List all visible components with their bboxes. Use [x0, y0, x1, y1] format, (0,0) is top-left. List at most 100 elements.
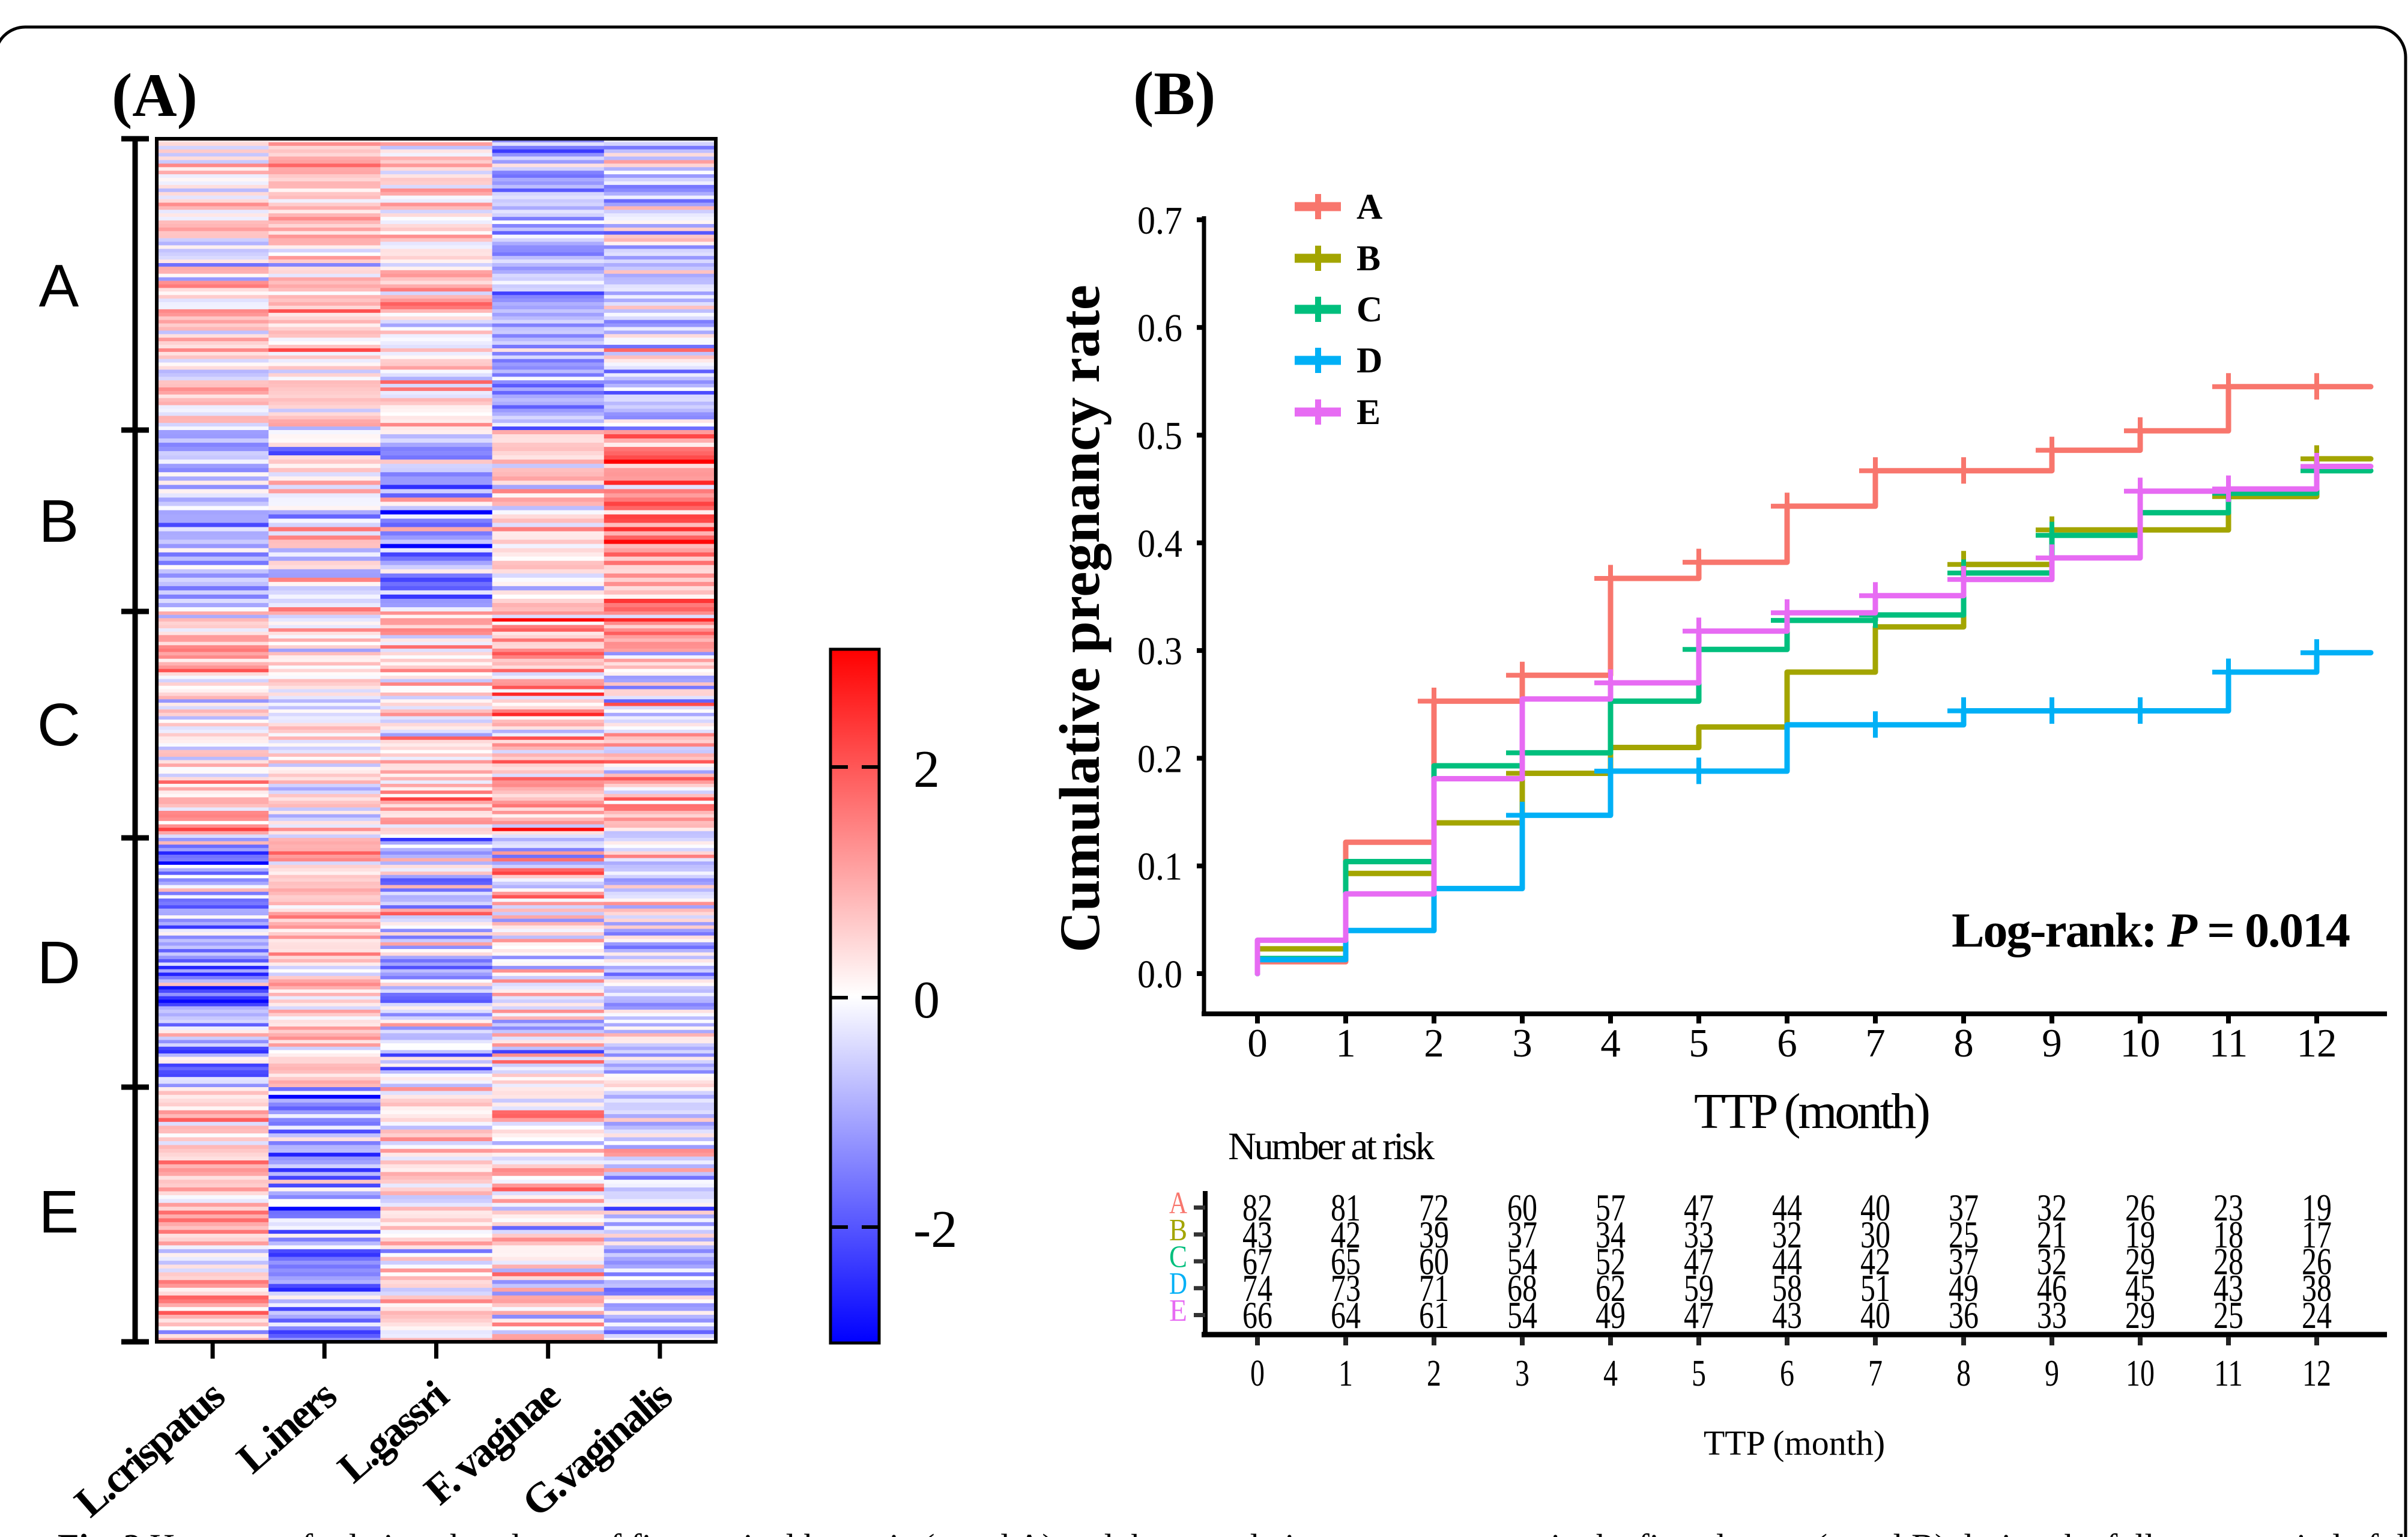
svg-text:Log-rank: P = 0.014: Log-rank: P = 0.014 — [1952, 903, 2350, 957]
svg-text:25: 25 — [2213, 1294, 2243, 1336]
svg-text:0.4: 0.4 — [1137, 522, 1182, 566]
svg-text:0.6: 0.6 — [1137, 306, 1182, 350]
svg-text:B: B — [1357, 238, 1381, 278]
svg-text:64: 64 — [1331, 1294, 1361, 1336]
svg-text:61: 61 — [1419, 1294, 1449, 1336]
svg-text:7: 7 — [1865, 1021, 1886, 1066]
svg-text:10: 10 — [2126, 1353, 2155, 1394]
svg-text:60: 60 — [1419, 1240, 1449, 1283]
svg-text:60: 60 — [1507, 1186, 1537, 1229]
svg-text:TTP (month): TTP (month) — [1694, 1084, 1931, 1139]
svg-text:52: 52 — [1596, 1240, 1626, 1283]
svg-text:2: 2 — [913, 741, 940, 799]
svg-text:6: 6 — [1777, 1021, 1797, 1066]
svg-text:B: B — [39, 488, 79, 555]
svg-text:0.2: 0.2 — [1137, 737, 1182, 781]
svg-text:C: C — [1357, 290, 1382, 329]
svg-text:74: 74 — [1242, 1267, 1272, 1309]
svg-text:49: 49 — [1949, 1267, 1979, 1309]
svg-text:Number at risk: Number at risk — [1228, 1125, 1435, 1168]
svg-text:0: 0 — [1247, 1021, 1268, 1066]
svg-text:49: 49 — [1596, 1294, 1626, 1336]
svg-text:(A): (A) — [112, 61, 198, 130]
svg-text:0.7: 0.7 — [1137, 199, 1182, 243]
svg-text:5: 5 — [1692, 1353, 1706, 1394]
svg-text:57: 57 — [1596, 1186, 1626, 1229]
svg-text:37: 37 — [1949, 1240, 1979, 1283]
svg-text:37: 37 — [1949, 1186, 1979, 1229]
svg-text:54: 54 — [1507, 1240, 1537, 1283]
svg-text:66: 66 — [1242, 1294, 1272, 1336]
svg-text:34: 34 — [1596, 1213, 1626, 1256]
svg-text:71: 71 — [1419, 1267, 1449, 1309]
svg-text:44: 44 — [1772, 1186, 1802, 1229]
svg-text:51: 51 — [1860, 1267, 1890, 1309]
svg-text:9: 9 — [2045, 1353, 2059, 1394]
svg-text:81: 81 — [1331, 1186, 1361, 1229]
svg-text:TTP (month): TTP (month) — [1704, 1423, 1885, 1463]
svg-text:0.3: 0.3 — [1137, 629, 1182, 673]
svg-text:46: 46 — [2037, 1267, 2067, 1309]
svg-text:62: 62 — [1596, 1267, 1626, 1309]
svg-text:33: 33 — [1684, 1213, 1714, 1256]
svg-text:D: D — [1357, 341, 1382, 380]
svg-text:32: 32 — [2037, 1240, 2067, 1283]
svg-text:-2: -2 — [913, 1201, 957, 1259]
svg-text:A: A — [39, 252, 79, 320]
svg-text:40: 40 — [1860, 1294, 1890, 1336]
svg-text:4: 4 — [1600, 1021, 1621, 1066]
svg-text:39: 39 — [1419, 1213, 1449, 1256]
svg-text:11: 11 — [2209, 1021, 2248, 1066]
svg-text:32: 32 — [1772, 1213, 1802, 1256]
svg-text:D: D — [37, 929, 80, 996]
svg-text:28: 28 — [2213, 1240, 2243, 1283]
svg-text:2: 2 — [1427, 1353, 1441, 1394]
svg-text:33: 33 — [2037, 1294, 2067, 1336]
svg-text:Cumulative pregnancy rate: Cumulative pregnancy rate — [1048, 285, 1112, 953]
svg-text:67: 67 — [1242, 1240, 1272, 1283]
svg-text:24: 24 — [2302, 1294, 2332, 1336]
svg-text:72: 72 — [1419, 1186, 1449, 1229]
svg-text:E: E — [1357, 392, 1381, 432]
svg-text:82: 82 — [1242, 1186, 1272, 1229]
svg-text:73: 73 — [1331, 1267, 1361, 1309]
svg-text:E: E — [1169, 1294, 1187, 1328]
svg-text:A: A — [1357, 187, 1382, 226]
svg-text:19: 19 — [2302, 1186, 2332, 1229]
svg-text:32: 32 — [2037, 1186, 2067, 1229]
svg-text:26: 26 — [2125, 1186, 2155, 1229]
svg-text:0: 0 — [913, 971, 940, 1029]
svg-text:0: 0 — [1250, 1353, 1265, 1394]
svg-text:8: 8 — [1956, 1353, 1971, 1394]
svg-text:30: 30 — [1860, 1213, 1890, 1256]
svg-text:47: 47 — [1684, 1186, 1714, 1229]
svg-text:A: A — [1169, 1186, 1187, 1220]
svg-text:54: 54 — [1507, 1294, 1537, 1336]
svg-text:19: 19 — [2125, 1213, 2155, 1256]
svg-text:C: C — [37, 691, 80, 759]
svg-text:18: 18 — [2213, 1213, 2243, 1256]
svg-text:45: 45 — [2125, 1267, 2155, 1309]
svg-text:40: 40 — [1860, 1186, 1890, 1229]
svg-text:58: 58 — [1772, 1267, 1802, 1309]
svg-text:29: 29 — [2125, 1294, 2155, 1336]
svg-text:12: 12 — [2302, 1353, 2331, 1394]
svg-text:10: 10 — [2120, 1021, 2161, 1066]
svg-text:9: 9 — [2042, 1021, 2062, 1066]
svg-text:29: 29 — [2125, 1240, 2155, 1283]
svg-text:6: 6 — [1780, 1353, 1794, 1394]
svg-text:0.1: 0.1 — [1137, 845, 1182, 889]
svg-text:2: 2 — [1424, 1021, 1444, 1066]
svg-text:1: 1 — [1339, 1353, 1353, 1394]
svg-text:47: 47 — [1684, 1294, 1714, 1336]
svg-text:42: 42 — [1331, 1213, 1361, 1256]
svg-text:37: 37 — [1507, 1213, 1537, 1256]
svg-text:44: 44 — [1772, 1240, 1802, 1283]
svg-text:7: 7 — [1868, 1353, 1883, 1394]
svg-text:47: 47 — [1684, 1240, 1714, 1283]
svg-text:4: 4 — [1603, 1353, 1618, 1394]
svg-text:5: 5 — [1689, 1021, 1709, 1066]
svg-text:43: 43 — [1772, 1294, 1802, 1336]
svg-text:(B): (B) — [1133, 59, 1215, 128]
svg-text:68: 68 — [1507, 1267, 1537, 1309]
